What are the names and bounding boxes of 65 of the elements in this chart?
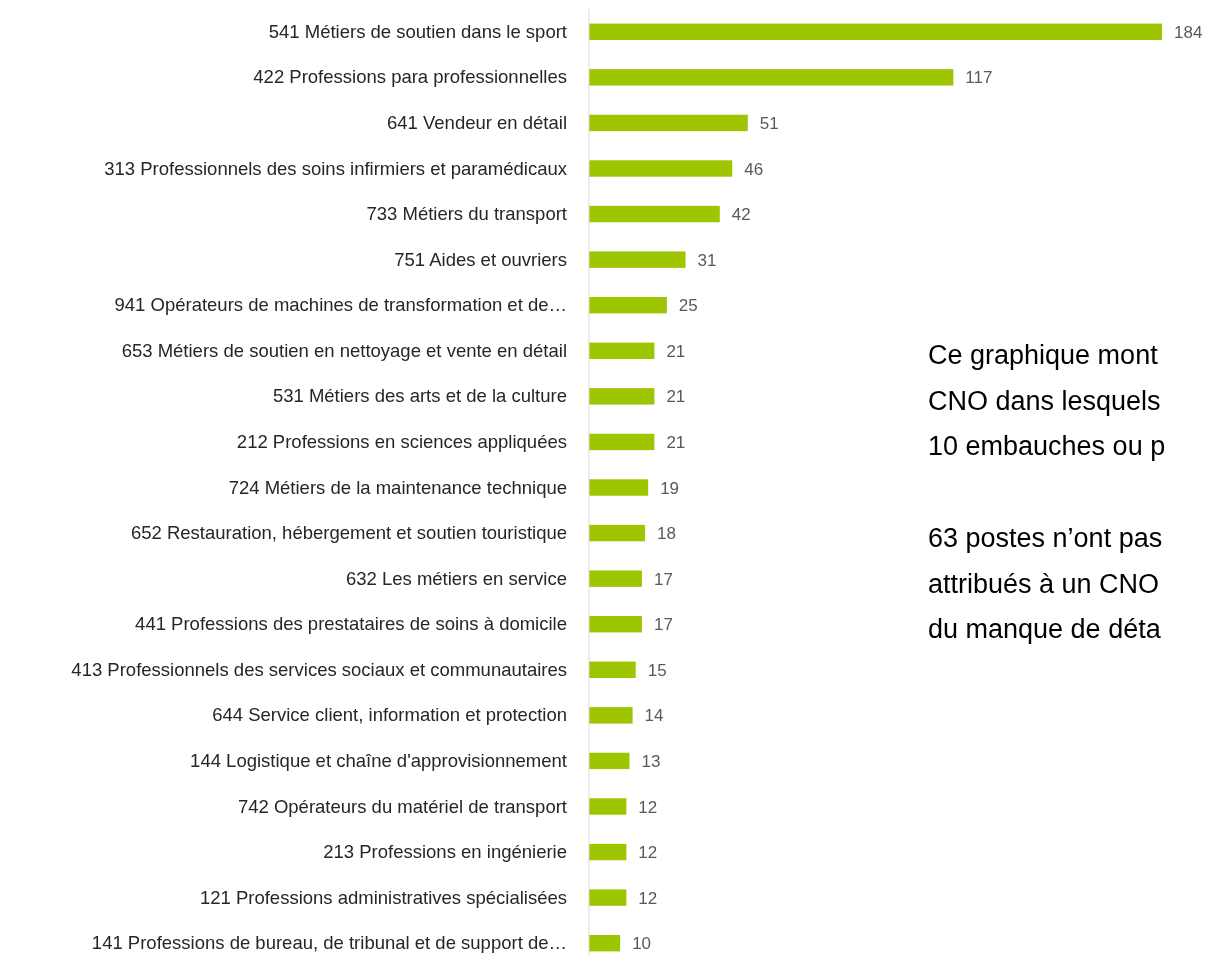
y-tick-label: 652 Restauration, hébergement et soutien touristique bbox=[130, 522, 567, 544]
y-tick-label: 724 Métiers de la maintenance technique bbox=[228, 476, 567, 498]
bar bbox=[589, 342, 655, 359]
y-tick-label: 653 Métiers de soutien en nettoyage et vente en détail bbox=[121, 339, 567, 361]
data-label: 19 bbox=[660, 478, 680, 498]
bar bbox=[589, 160, 733, 177]
y-tick-label: 213 Professions en ingénierie bbox=[323, 841, 567, 863]
data-label: 184 bbox=[1174, 22, 1203, 42]
y-tick-label: 413 Professionnels des services sociaux et communautaires bbox=[71, 658, 567, 680]
data-label: 17 bbox=[653, 569, 673, 589]
y-tick-label: 313 Professionnels des soins infirmiers et paramédicaux bbox=[104, 157, 568, 179]
data-label: 10 bbox=[632, 934, 652, 954]
bar bbox=[589, 479, 649, 496]
bar bbox=[589, 752, 630, 770]
y-tick-label: 422 Professions para professionnelles bbox=[253, 66, 567, 88]
bar bbox=[589, 707, 633, 724]
bar bbox=[589, 433, 655, 451]
y-tick-label: 531 Métiers des arts et de la culture bbox=[272, 385, 567, 407]
bar bbox=[589, 297, 667, 314]
y-tick-label: 751 Aides et ouvriers bbox=[394, 248, 567, 270]
y-tick-label: 121 Professions administratives spécialisées bbox=[199, 886, 567, 908]
bar bbox=[589, 570, 642, 587]
y-tick-label: 632 Les métiers en service bbox=[345, 567, 567, 589]
bar bbox=[589, 388, 655, 405]
data-label: 12 bbox=[638, 797, 658, 817]
bar bbox=[589, 114, 748, 132]
data-label: 21 bbox=[666, 387, 686, 407]
y-tick-label: 941 Opérateurs de machines de transformation et de… bbox=[114, 294, 567, 316]
bar bbox=[589, 251, 686, 268]
data-label: 117 bbox=[965, 68, 993, 88]
data-label: 31 bbox=[697, 250, 717, 270]
bar bbox=[589, 205, 720, 223]
y-tick-label: 644 Service client, information et protection bbox=[212, 704, 567, 726]
data-label: 25 bbox=[678, 296, 698, 316]
data-label: 21 bbox=[666, 432, 686, 452]
bar bbox=[589, 524, 646, 542]
bar bbox=[589, 843, 627, 861]
y-tick-label: 733 Métiers du transport bbox=[366, 203, 567, 225]
annotation: Ce graphique mont CNO dans lesquels 10 embauches ou p bbox=[928, 340, 1166, 461]
y-tick-label: 441 Professions des prestataires de soins à domicile bbox=[135, 613, 567, 635]
y-tick-label: 541 Métiers de soutien dans le sport bbox=[268, 20, 567, 42]
data-label: 21 bbox=[666, 341, 686, 361]
bar bbox=[589, 23, 1162, 40]
data-label: 46 bbox=[744, 159, 764, 179]
y-tick-label: 641 Vendeur en détail bbox=[386, 111, 567, 133]
data-label: 14 bbox=[644, 706, 664, 726]
data-label: 15 bbox=[647, 660, 667, 680]
data-label: 42 bbox=[731, 205, 751, 225]
bar bbox=[589, 616, 642, 633]
y-tick-label: 742 Opérateurs du matériel de transport bbox=[237, 795, 567, 817]
y-tick-label: 212 Professions en sciences appliquées bbox=[236, 430, 567, 452]
bar bbox=[589, 889, 627, 906]
bar bbox=[589, 935, 621, 952]
data-label: 12 bbox=[638, 843, 658, 863]
data-label: 17 bbox=[653, 615, 673, 635]
bar bbox=[589, 798, 627, 815]
data-label: 13 bbox=[641, 751, 661, 771]
data-label: 18 bbox=[657, 524, 676, 544]
y-tick-label: 144 Logistique et chaîne d'approvisionnement bbox=[190, 749, 567, 771]
annotation: 63 postes n’ont pas attribués à un CNO du manque de déta bbox=[928, 523, 1163, 644]
y-tick-label: 141 Professions de bureau, de tribunal et de support de… bbox=[91, 932, 567, 954]
bar bbox=[589, 69, 954, 86]
data-label: 51 bbox=[759, 113, 779, 133]
data-label: 12 bbox=[638, 888, 658, 908]
bar bbox=[589, 661, 636, 678]
